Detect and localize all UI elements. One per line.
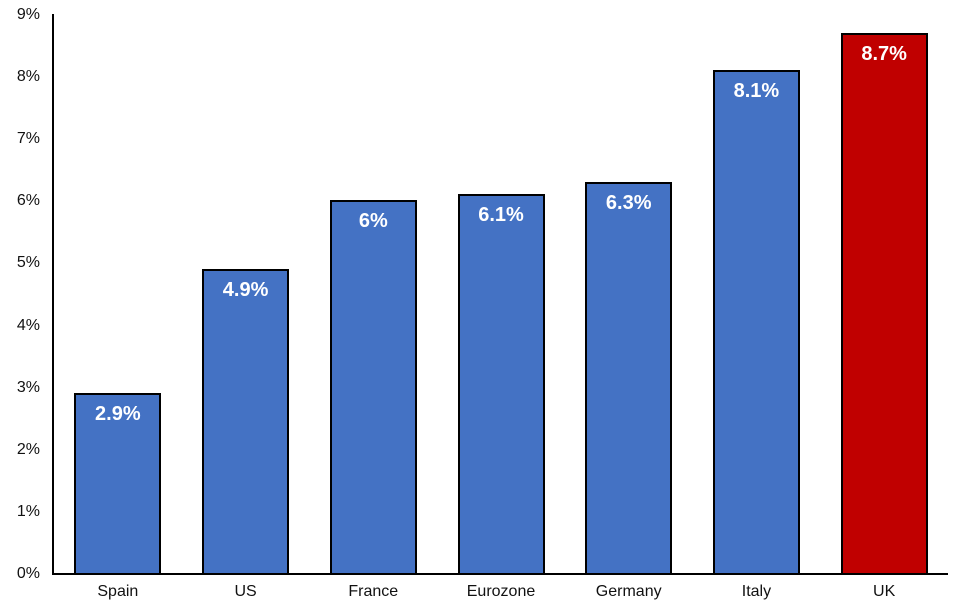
y-axis-line xyxy=(52,14,54,575)
x-tick-label: UK xyxy=(873,583,896,600)
y-tick-label: 4% xyxy=(16,316,40,334)
x-tick-label: Italy xyxy=(741,583,772,600)
x-tick-label: France xyxy=(348,583,399,600)
y-tick-label: 7% xyxy=(16,130,40,148)
bar-data-label: 4.9% xyxy=(222,278,269,301)
x-tick-label: Germany xyxy=(595,583,662,600)
bar-data-label: 6.3% xyxy=(605,191,652,214)
y-tick-label: 6% xyxy=(16,192,40,210)
bar-germany: 6.3% xyxy=(585,181,673,575)
bar-data-label: 8.1% xyxy=(733,79,780,102)
bar-eurozone: 6.1% xyxy=(457,194,545,575)
x-tick-label: US xyxy=(234,583,257,600)
y-tick-label: 9% xyxy=(16,6,40,23)
y-tick-label: 2% xyxy=(16,440,40,458)
bar-italy: 8.1% xyxy=(712,69,800,575)
y-tick-label: 0% xyxy=(16,565,40,582)
bar-uk: 8.7% xyxy=(840,32,928,575)
y-tick-label: 1% xyxy=(16,502,40,520)
y-tick-label: 3% xyxy=(16,378,40,396)
bar-france: 6% xyxy=(329,200,417,575)
bar-data-label: 6% xyxy=(358,210,388,233)
x-tick-label: Eurozone xyxy=(466,583,536,600)
bar-spain: 2.9% xyxy=(74,392,162,575)
y-tick-label: 8% xyxy=(16,68,40,86)
bar-data-label: 6.1% xyxy=(478,204,524,227)
x-tick-label: Spain xyxy=(97,583,139,600)
bar-data-label: 8.7% xyxy=(861,42,907,65)
bar-us: 4.9% xyxy=(202,268,290,575)
y-tick-label: 5% xyxy=(16,254,40,272)
bar-data-label: 2.9% xyxy=(95,402,141,425)
